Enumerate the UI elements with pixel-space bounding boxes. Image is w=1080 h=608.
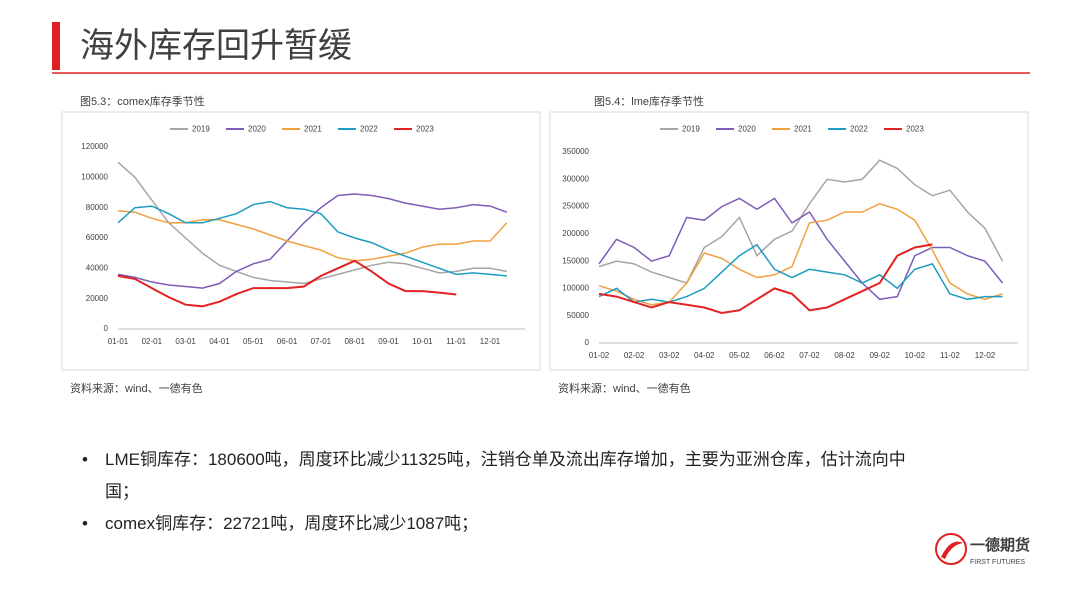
legend-label: 2020 — [248, 125, 266, 134]
x-tick-label: 06-02 — [764, 351, 785, 360]
x-tick-label: 07-01 — [311, 337, 332, 346]
y-tick-label: 350000 — [562, 147, 589, 156]
source-note: 资料来源：wind、一德有色 — [558, 381, 691, 395]
x-tick-label: 08-02 — [834, 351, 855, 360]
logo-name: 一德期货 — [970, 536, 1030, 554]
y-tick-label: 100000 — [81, 172, 108, 181]
logo-icon — [935, 533, 967, 565]
y-tick-label: 80000 — [86, 203, 109, 212]
y-tick-label: 0 — [104, 324, 109, 333]
chart-title: 图5.4：lme库存季节性 — [594, 94, 704, 108]
y-tick-label: 100000 — [562, 284, 589, 293]
x-tick-label: 09-02 — [869, 351, 890, 360]
legend-label: 2020 — [738, 125, 756, 134]
y-tick-label: 120000 — [81, 142, 108, 151]
chart-frame — [61, 111, 541, 371]
y-tick-label: 200000 — [562, 229, 589, 238]
legend-label: 2023 — [416, 125, 434, 134]
chart-title: 图5.3：comex库存季节性 — [80, 94, 205, 108]
x-tick-label: 11-01 — [446, 337, 466, 346]
x-tick-label: 10-01 — [412, 337, 433, 346]
x-tick-label: 06-01 — [277, 337, 298, 346]
y-tick-label: 60000 — [86, 233, 109, 242]
series-line — [117, 259, 457, 308]
series-line — [117, 200, 507, 277]
x-tick-label: 05-01 — [243, 337, 264, 346]
y-tick-label: 50000 — [567, 311, 590, 320]
y-tick-label: 20000 — [86, 294, 109, 303]
y-tick-label: 300000 — [562, 174, 589, 183]
x-tick-label: 01-02 — [589, 351, 610, 360]
x-tick-label: 10-02 — [905, 351, 926, 360]
x-tick-label: 02-02 — [624, 351, 645, 360]
source-note: 资料来源：wind、一德有色 — [70, 381, 203, 395]
page-title: 海外库存回升暂缓 — [80, 27, 352, 65]
legend-label: 2019 — [682, 125, 700, 134]
series-line — [598, 243, 1003, 303]
legend-label: 2019 — [192, 125, 210, 134]
series-line — [598, 243, 933, 315]
series-line — [117, 209, 508, 262]
x-tick-label: 11-02 — [940, 351, 960, 360]
x-tick-label: 02-01 — [142, 337, 163, 346]
x-tick-label: 01-01 — [108, 337, 129, 346]
bullet: comex铜库存：22721吨，周度环比减少1087吨； — [82, 508, 935, 540]
chart-frame — [549, 111, 1029, 371]
x-tick-label: 03-02 — [659, 351, 680, 360]
y-tick-label: 250000 — [562, 202, 589, 211]
x-tick-label: 05-02 — [729, 351, 750, 360]
legend-label: 2023 — [906, 125, 924, 134]
logo-subtitle: FIRST FUTURES — [970, 559, 1025, 566]
x-tick-label: 07-02 — [799, 351, 820, 360]
x-tick-label: 08-01 — [344, 337, 365, 346]
bullet: LME铜库存：180600吨，周度环比减少11325吨，注销仓单及流出库存增加，… — [82, 444, 935, 508]
series-line — [598, 197, 1004, 301]
x-tick-label: 04-01 — [209, 337, 230, 346]
title-bar — [52, 22, 60, 70]
y-tick-label: 0 — [585, 338, 590, 347]
x-tick-label: 04-02 — [694, 351, 715, 360]
x-tick-label: 09-01 — [378, 337, 399, 346]
y-tick-label: 150000 — [562, 256, 589, 265]
legend-label: 2022 — [850, 125, 868, 134]
series-line — [117, 193, 508, 289]
x-tick-label: 12-01 — [480, 337, 501, 346]
x-tick-label: 12-02 — [975, 351, 996, 360]
legend-label: 2022 — [360, 125, 378, 134]
legend-label: 2021 — [794, 125, 812, 134]
y-tick-label: 40000 — [86, 263, 109, 272]
x-tick-label: 03-01 — [175, 337, 196, 346]
legend-label: 2021 — [304, 125, 322, 134]
